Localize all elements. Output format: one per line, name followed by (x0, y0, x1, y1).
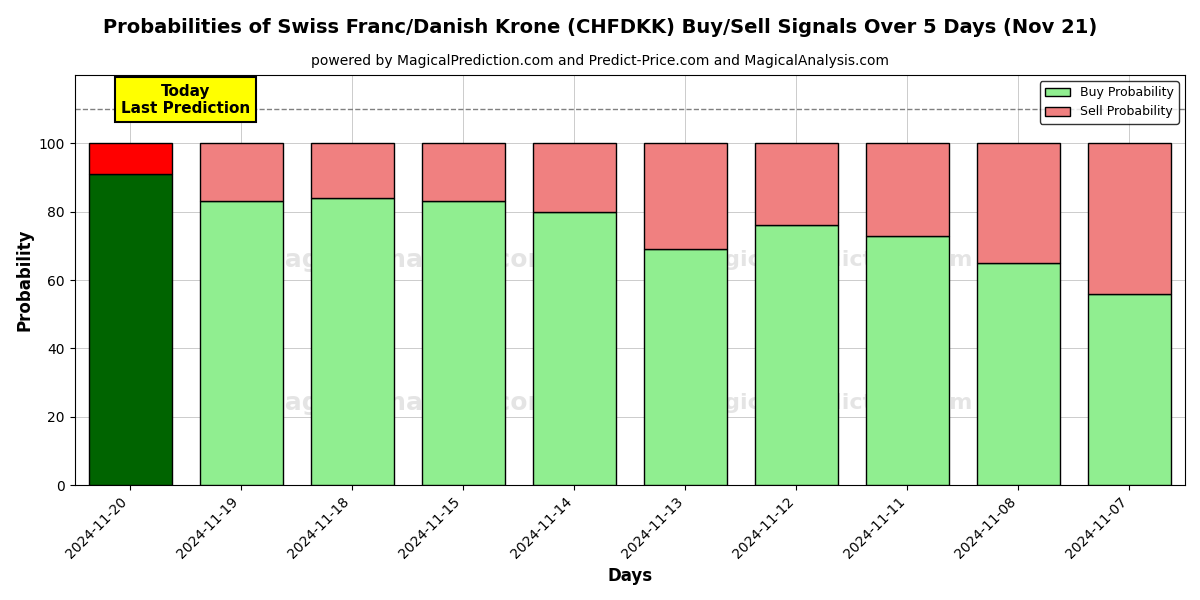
Bar (421, 143, 505, 202)
Text: powered by MagicalPrediction.com and Predict-Price.com and MagicalAnalysis.com: powered by MagicalPrediction.com and Pre… (311, 54, 889, 68)
Bar (755, 226, 838, 485)
Text: Probabilities of Swiss Franc/Danish Krone (CHFDKK) Buy/Sell Signals Over 5 Days : Probabilities of Swiss Franc/Danish Kron… (103, 18, 1097, 37)
Bar (311, 143, 394, 198)
Legend: Buy Probability, Sell Probability: Buy Probability, Sell Probability (1040, 81, 1178, 124)
Bar (643, 249, 727, 485)
Bar (755, 143, 838, 226)
Text: MagicalAnalysis.com: MagicalAnalysis.com (260, 248, 554, 272)
Bar (1088, 143, 1171, 294)
Text: MagicalPrediction.com: MagicalPrediction.com (688, 393, 972, 413)
Bar (1088, 294, 1171, 485)
Text: Today
Last Prediction: Today Last Prediction (121, 83, 251, 116)
Bar (311, 198, 394, 485)
Text: MagicalAnalysis.com: MagicalAnalysis.com (260, 391, 554, 415)
Y-axis label: Probability: Probability (16, 229, 34, 331)
Bar (977, 263, 1060, 485)
Bar (977, 143, 1060, 263)
Bar (89, 143, 172, 174)
Bar (865, 236, 949, 485)
Bar (865, 143, 949, 236)
Bar (533, 143, 616, 212)
Bar (533, 212, 616, 485)
Text: MagicalPrediction.com: MagicalPrediction.com (688, 250, 972, 269)
Bar (89, 174, 172, 485)
Bar (199, 143, 283, 202)
Bar (643, 143, 727, 249)
Bar (421, 202, 505, 485)
Bar (199, 202, 283, 485)
X-axis label: Days: Days (607, 567, 653, 585)
